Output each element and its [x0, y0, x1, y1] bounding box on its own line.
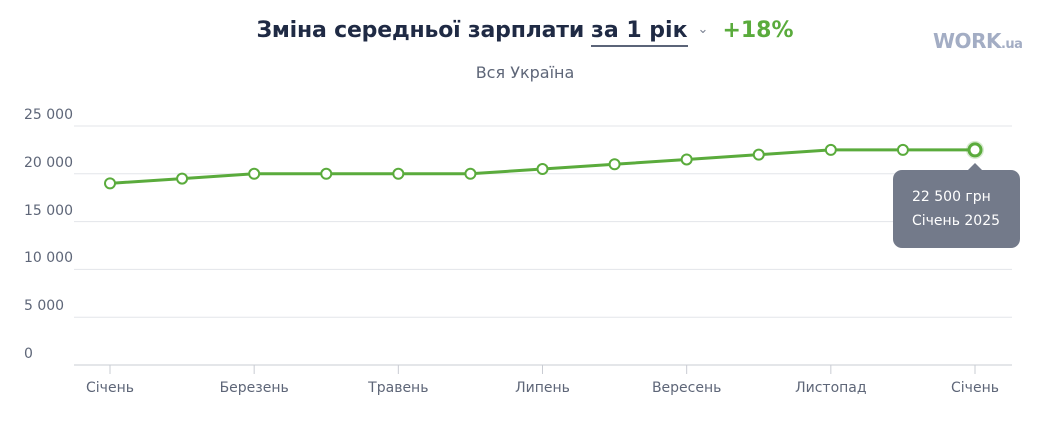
data-point[interactable]: [824, 143, 837, 156]
data-tooltip: 22 500 грн Січень 2025: [893, 163, 1020, 248]
data-point[interactable]: [392, 167, 405, 180]
data-point[interactable]: [320, 167, 333, 180]
logo-suffix: .ua: [1000, 37, 1023, 52]
y-tick-label: 0: [24, 346, 33, 362]
x-tick-label: Травень: [368, 380, 429, 396]
y-tick-label: 5 000: [24, 298, 65, 315]
x-tick-label: Січень: [86, 380, 134, 396]
x-tick-label: Липень: [515, 380, 570, 396]
y-tick-label: 10 000: [24, 250, 73, 267]
tooltip-arrow: [968, 163, 982, 170]
data-point[interactable]: [248, 167, 261, 180]
tooltip-date: Січень 2025: [912, 213, 1001, 229]
data-point[interactable]: [680, 153, 693, 166]
x-tick-label: Січень: [951, 380, 999, 396]
data-point[interactable]: [464, 167, 477, 180]
x-tick-label: Вересень: [651, 380, 722, 396]
data-point[interactable]: [752, 148, 765, 161]
data-point[interactable]: [967, 142, 983, 158]
chart-title: Зміна середньої зарплати: [256, 18, 585, 43]
data-point[interactable]: [536, 163, 549, 176]
x-tick-label: Березень: [219, 380, 289, 396]
change-percent: +18%: [722, 18, 794, 43]
chart-header: Зміна середньої зарплати за 1 рік ⌄ +18%: [0, 18, 1050, 47]
data-point[interactable]: [176, 172, 189, 185]
data-point[interactable]: [896, 143, 909, 156]
logo-main: WORK: [933, 29, 1001, 53]
period-selector[interactable]: за 1 рік: [591, 18, 688, 47]
data-point[interactable]: [608, 158, 621, 171]
tooltip-value: 22 500 грн: [912, 189, 991, 205]
x-tick-label: Листопад: [795, 380, 867, 396]
y-tick-label: 15 000: [24, 202, 73, 219]
chevron-down-icon[interactable]: ⌄: [697, 22, 709, 37]
region-subtitle: Вся Україна: [475, 63, 575, 82]
work-ua-logo[interactable]: WORK.ua: [933, 29, 1023, 53]
data-point[interactable]: [104, 177, 116, 190]
y-tick-label: 25 000: [24, 107, 73, 123]
y-tick-label: 20 000: [24, 154, 73, 171]
